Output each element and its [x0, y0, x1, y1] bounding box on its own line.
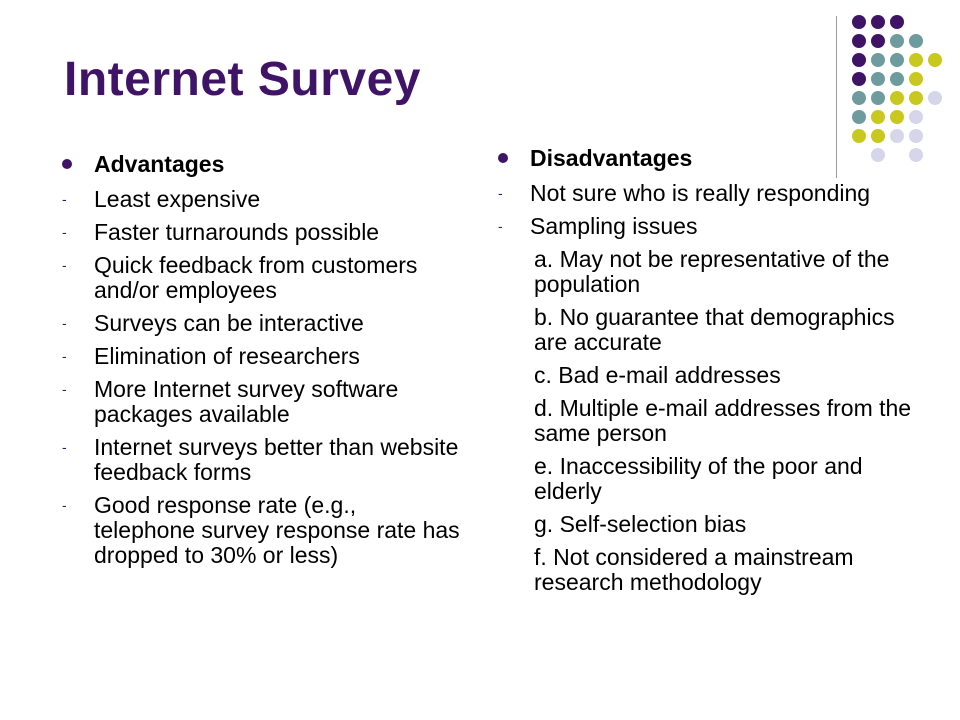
dot — [909, 72, 923, 86]
dash-icon: - — [62, 381, 67, 397]
sub-list-item: g. Self-selection bias — [534, 511, 747, 537]
dot — [890, 91, 904, 105]
dot — [928, 91, 942, 105]
dash-icon: - — [62, 257, 67, 273]
dot — [909, 34, 923, 48]
dot — [890, 110, 904, 124]
disadvantages-heading: Disadvantages — [496, 146, 916, 171]
dot — [871, 53, 885, 67]
dot — [852, 129, 866, 143]
sub-list-item: e. Inaccessibility of the poor and elder… — [534, 453, 863, 504]
sub-list-item: a. May not be representative of the popu… — [534, 246, 890, 297]
list-item-text: Surveys can be interactive — [94, 310, 364, 336]
dash-icon: - — [62, 348, 67, 364]
dot — [890, 129, 904, 143]
list-item-text: Least expensive — [94, 186, 261, 212]
list-item: - Elimination of researchers — [60, 344, 460, 369]
dot — [871, 34, 885, 48]
list-item: - Sampling issues — [496, 214, 916, 239]
dot — [852, 34, 866, 48]
dash-icon: - — [62, 439, 67, 455]
disadvantages-heading-text: Disadvantages — [530, 145, 693, 171]
dot — [852, 110, 866, 124]
sub-list-item: b. No guarantee that demographics are ac… — [534, 304, 895, 355]
bullet-icon — [62, 159, 72, 169]
dot — [890, 15, 904, 29]
dot — [909, 110, 923, 124]
dot-grid-group — [852, 15, 942, 162]
list-item: - Least expensive — [60, 187, 460, 212]
dot — [890, 53, 904, 67]
dot — [852, 91, 866, 105]
list-item: - Good response rate (e.g., telephone sur… — [60, 493, 460, 568]
list-item: - More Internet survey software packages … — [60, 377, 460, 427]
list-item-text: Good response rate (e.g., telephone surv… — [94, 492, 460, 568]
dot — [871, 15, 885, 29]
list-item: - Surveys can be interactive — [60, 311, 460, 336]
divider-line — [836, 16, 837, 178]
list-item: - Faster turnarounds possible — [60, 220, 460, 245]
list-item-text: Quick feedback from customers and/or emp… — [94, 252, 418, 303]
dot — [890, 72, 904, 86]
list-item: - Internet surveys better than website fe… — [60, 435, 460, 485]
dash-icon: - — [62, 191, 67, 207]
dot — [871, 110, 885, 124]
dot — [909, 53, 923, 67]
bullet-icon — [498, 153, 508, 163]
sub-list-item: c. Bad e-mail addresses — [534, 362, 781, 388]
advantages-heading: Advantages — [60, 152, 460, 177]
dot — [909, 91, 923, 105]
list-item-text: Not sure who is really responding — [530, 180, 871, 206]
dot — [871, 129, 885, 143]
slide-title: Internet Survey — [64, 53, 421, 106]
list-item: - Quick feedback from customers and/or em… — [60, 253, 460, 303]
dash-icon: - — [62, 315, 67, 331]
sub-list-item: d. Multiple e-mail addresses from the sa… — [534, 395, 912, 446]
list-item: - Not sure who is really responding — [496, 181, 916, 206]
dot — [871, 72, 885, 86]
dot — [928, 53, 942, 67]
dot — [852, 15, 866, 29]
dash-icon: - — [498, 218, 503, 234]
dot — [871, 91, 885, 105]
advantages-column: Advantages - Least expensive - Faster turn… — [60, 152, 460, 576]
disadvantages-column: Disadvantages - Not sure who is really re… — [496, 146, 916, 603]
advantages-heading-text: Advantages — [94, 151, 225, 177]
list-item-text: Faster turnarounds possible — [94, 219, 380, 245]
list-item-text: More Internet survey software packages a… — [94, 376, 399, 427]
list-item-text: Elimination of researchers — [94, 343, 360, 369]
dot — [852, 53, 866, 67]
dot — [852, 72, 866, 86]
dash-icon: - — [498, 185, 503, 201]
dot — [890, 34, 904, 48]
dash-icon: - — [62, 224, 67, 240]
sub-list-item: f. Not considered a mainstream research … — [534, 544, 854, 595]
list-item-text: Internet surveys better than website fee… — [94, 434, 459, 485]
dash-icon: - — [62, 497, 67, 513]
list-item-text: Sampling issues — [530, 213, 698, 239]
dot — [909, 129, 923, 143]
